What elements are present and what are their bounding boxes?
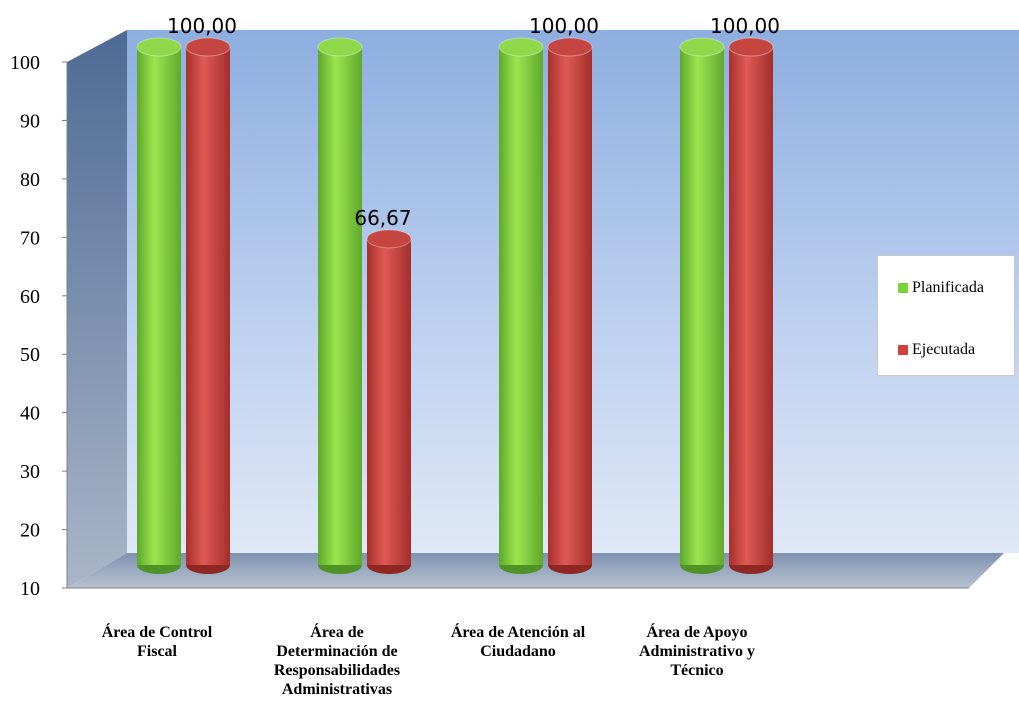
x-category-label-line: Área de Atención al xyxy=(450,624,586,641)
legend: Planificada Ejecutada xyxy=(877,255,1015,376)
y-tick-label: 10 xyxy=(20,578,40,600)
x-category-label-line: Administrativo y xyxy=(639,643,755,660)
bar-ejecutada-1 xyxy=(185,37,231,574)
x-category-label-line: Administrativas xyxy=(281,681,393,698)
bar-body xyxy=(729,47,773,565)
x-category-label-line: Ciudadano xyxy=(480,643,556,660)
x-category-label-line: Área de xyxy=(310,624,364,641)
bar-planificada-1 xyxy=(136,37,182,574)
x-category-label: Área de Apoyo Administrativo y Técnico xyxy=(609,623,785,680)
bar-top xyxy=(547,37,593,57)
legend-item-ejecutada: Ejecutada xyxy=(898,340,975,360)
data-label: 100,00 xyxy=(710,14,780,38)
y-axis-ticks: 10 20 30 40 50 60 70 80 90 100 xyxy=(10,52,67,600)
x-category-label-line: Área de Control xyxy=(101,624,213,641)
x-category-label: Área de Control Fiscal xyxy=(69,623,245,661)
data-label: 100,00 xyxy=(167,14,237,38)
x-category-label: Área de Determinación de Responsabilidades… xyxy=(249,623,425,699)
x-category-label-line: Determinación de xyxy=(276,643,398,660)
bar-ejecutada-4 xyxy=(728,37,774,574)
x-category-label-line: Fiscal xyxy=(137,643,177,660)
bar-top xyxy=(679,37,725,57)
bar-body xyxy=(548,47,592,565)
bar-body xyxy=(367,238,411,565)
bar-ejecutada-3 xyxy=(547,37,593,574)
bar-planificada-4 xyxy=(679,37,725,574)
y-tick-label: 20 xyxy=(20,520,40,542)
bar-top xyxy=(728,37,774,57)
legend-label-ejecutada: Ejecutada xyxy=(912,341,976,358)
bar-planificada-2 xyxy=(317,37,363,574)
bar-ejecutada-2 xyxy=(366,229,412,574)
x-category-label: Área de Atención al Ciudadano xyxy=(430,623,606,661)
bar-top xyxy=(136,37,182,57)
bar-top xyxy=(317,37,363,57)
x-category-label-line: Técnico xyxy=(670,662,724,679)
legend-swatch-planificada-icon xyxy=(898,283,908,293)
y-tick-label: 70 xyxy=(20,227,40,249)
x-category-label-line: Responsabilidades xyxy=(273,662,401,679)
bar-body xyxy=(137,47,181,565)
bar-top xyxy=(498,37,544,57)
legend-item-planificada: Planificada xyxy=(898,278,984,298)
bars xyxy=(136,37,774,574)
y-tick-label: 30 xyxy=(20,461,40,483)
y-tick-label: 50 xyxy=(20,344,40,366)
data-label: 100,00 xyxy=(529,14,599,38)
y-tick-label: 40 xyxy=(20,403,40,425)
bar-planificada-3 xyxy=(498,37,544,574)
bar-body xyxy=(318,47,362,565)
bar-top xyxy=(185,37,231,57)
legend-label-planificada: Planificada xyxy=(912,279,984,296)
bar-body xyxy=(186,47,230,565)
legend-swatch-ejecutada-icon xyxy=(898,345,908,355)
bar-top xyxy=(366,229,412,249)
y-tick-label: 90 xyxy=(20,110,40,132)
y-tick-label: 60 xyxy=(20,286,40,308)
bar-body xyxy=(499,47,543,565)
data-label: 66,67 xyxy=(354,206,411,230)
bar-body xyxy=(680,47,724,565)
x-category-label-line: Área de Apoyo xyxy=(646,624,748,641)
y-tick-label: 100 xyxy=(10,52,40,74)
chart-side-wall xyxy=(67,30,127,588)
data-labels: 100,00 66,67 100,00 100,00 xyxy=(167,14,780,230)
y-tick-label: 80 xyxy=(20,169,40,191)
